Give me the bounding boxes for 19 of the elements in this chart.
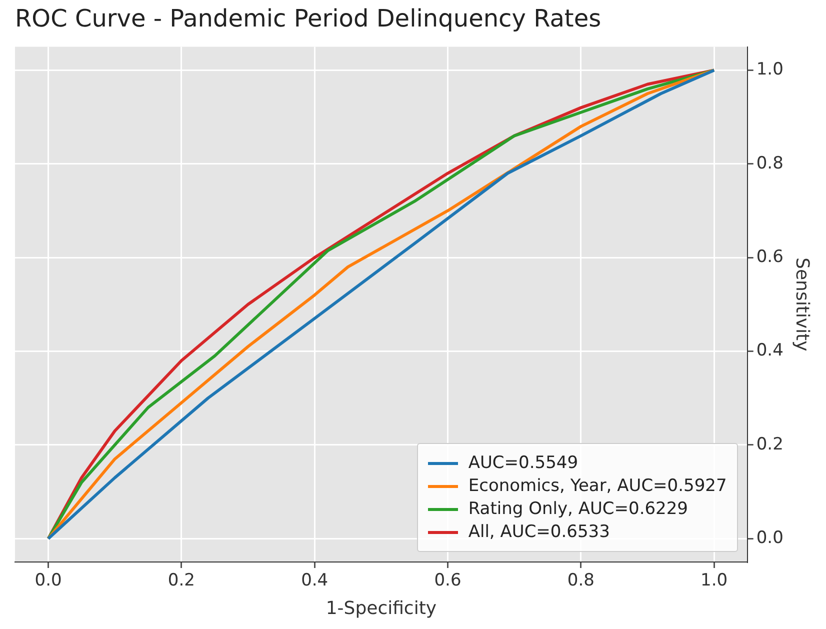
y-tick-label: 0.4 <box>756 340 784 361</box>
legend-label: All, AUC=0.6533 <box>468 522 610 542</box>
x-tick-label: 1.0 <box>700 570 728 591</box>
x-tick-label: 0.4 <box>301 570 328 591</box>
x-tick-label: 0.6 <box>434 570 462 591</box>
x-tick-label: 0.2 <box>168 570 195 591</box>
y-axis-title: Sensitivity <box>792 258 813 352</box>
y-tick-label: 0.0 <box>756 528 784 548</box>
y-tick-label: 0.8 <box>756 153 784 174</box>
y-tick-label: 0.2 <box>756 434 784 454</box>
x-tick-label: 0.8 <box>567 570 594 591</box>
y-tick-label: 1.0 <box>756 60 784 80</box>
x-axis-title: 1-Specificity <box>326 598 437 619</box>
legend-label: AUC=0.5549 <box>468 453 578 473</box>
legend-label: Rating Only, AUC=0.6229 <box>468 499 688 519</box>
y-tick-label: 0.6 <box>756 246 784 267</box>
x-tick-label: 0.0 <box>34 570 62 591</box>
legend-label: Economics, Year, AUC=0.5927 <box>468 476 727 496</box>
chart-title: ROC Curve - Pandemic Period Delinquency Rates <box>15 4 602 33</box>
